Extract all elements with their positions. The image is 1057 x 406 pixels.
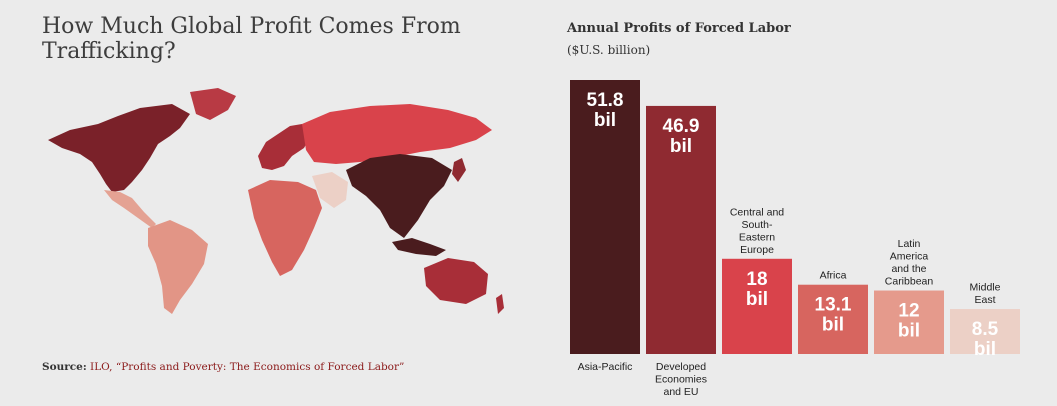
map-region-greenland [190,88,236,120]
source-note: Source: ILO, “Profits and Poverty: The E… [42,361,404,373]
category-label: Middle [970,282,1001,294]
map-region-asia [346,154,452,238]
bar-2 [722,258,792,354]
bar-value-label: 13.1 [815,295,852,316]
map-region-japan [452,158,466,182]
category-label: and EU [663,386,698,398]
category-label: Central and [730,206,784,218]
map-region-north-america [48,104,190,192]
category-label: Economies [655,374,707,386]
map-region-eastern-europe [302,104,492,164]
world-map [48,88,504,314]
map-region-indonesia [392,238,446,256]
bar-value-label: bil [594,110,616,131]
map-region-europe [258,124,312,170]
bar-value-label: 12 [898,301,919,322]
category-label: Asia-Pacific [578,361,633,373]
chart-title: Annual Profits of Forced Labor [567,21,791,36]
source-text: ILO, “Profits and Poverty: The Economics… [90,361,405,373]
category-label: East [974,294,995,306]
bar-value-label: bil [974,339,996,360]
bar-0 [570,80,640,354]
map-region-new-zealand [496,294,504,314]
bar-value-label: 18 [746,269,767,290]
bar-3 [798,284,868,354]
map-region-central-america [104,190,156,228]
map-region-africa [248,180,322,276]
map-region-middle-east [312,172,348,208]
bar-1 [646,105,716,355]
bar-value-label: bil [822,315,844,336]
bar-value-label: bil [898,321,920,342]
page-title: How Much Global Profit Comes From Traffi… [42,14,461,64]
chart-subtitle: ($U.S. billion) [567,43,651,57]
bar-value-label: 51.8 [587,90,624,111]
category-label: Developed [656,361,706,373]
source-label: Source: [42,361,87,373]
bar-4 [874,290,944,354]
category-label: Eastern [739,231,775,243]
bar-value-label: 8.5 [972,319,999,340]
bar-5 [950,309,1020,354]
category-label: Europe [740,244,774,256]
category-label: South- [742,219,773,231]
map-region-south-america [148,220,208,314]
bar-value-label: bil [670,136,692,157]
category-label: and the [891,263,926,275]
category-label: Caribbean [885,276,934,288]
category-label: America [890,251,929,263]
bar-value-label: bil [746,289,768,310]
bar-value-label: 46.9 [663,116,700,137]
category-label: Africa [820,270,847,282]
map-region-australia [424,258,488,304]
category-label: Latin [898,238,921,250]
